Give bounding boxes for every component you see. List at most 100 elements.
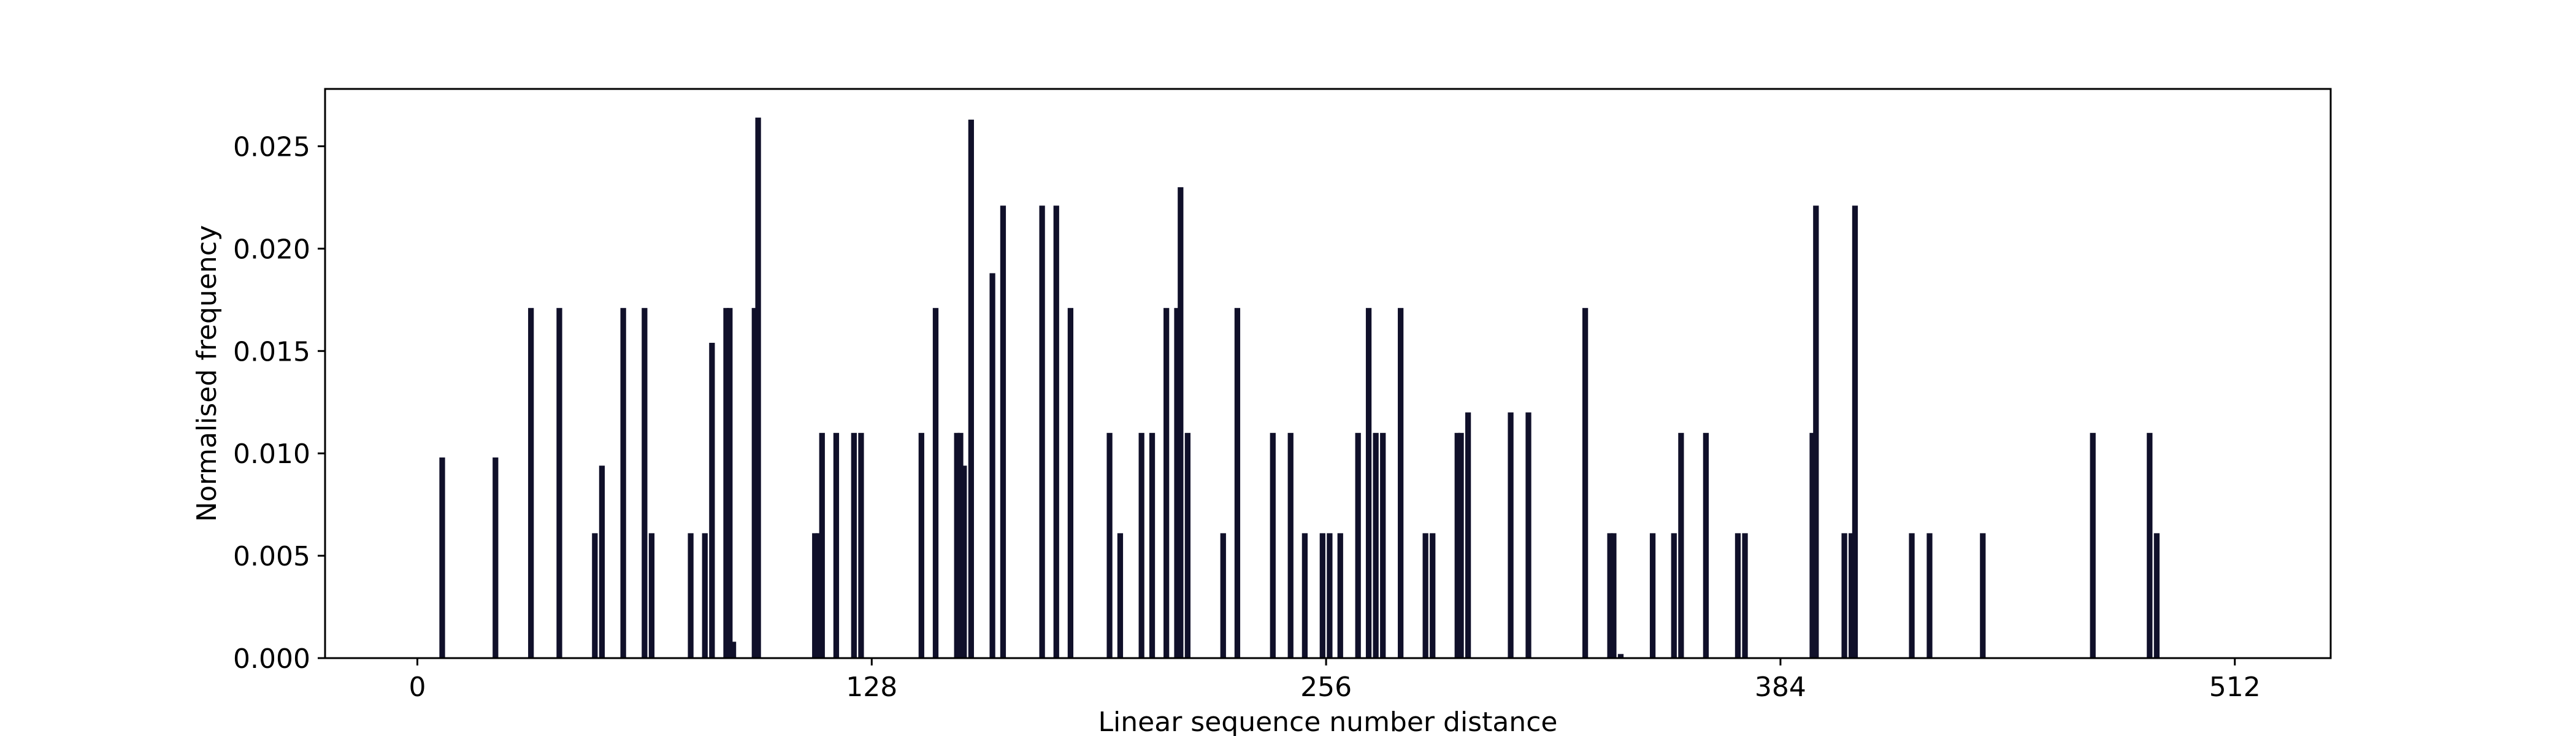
bar-195 — [1106, 432, 1113, 658]
bar-95 — [751, 308, 757, 658]
x-tick-label: 512 — [2209, 672, 2261, 703]
bar-125 — [858, 432, 864, 658]
bar-81 — [702, 533, 708, 658]
y-tick-label: 0.010 — [233, 439, 310, 470]
bar-89 — [730, 642, 737, 658]
bar-153 — [957, 432, 964, 658]
bar-284 — [1422, 533, 1428, 658]
bar-260 — [1337, 533, 1343, 658]
bar-50 — [592, 533, 598, 658]
bar-472 — [2090, 432, 2096, 658]
bar-22 — [493, 457, 499, 658]
bar-294 — [1458, 432, 1464, 658]
bar-426 — [1926, 533, 1933, 658]
bar-265 — [1355, 432, 1361, 658]
bar-88 — [727, 308, 733, 658]
bar-32 — [528, 308, 534, 658]
bar-270 — [1373, 432, 1379, 658]
bar-394 — [1813, 205, 1819, 658]
bar-255 — [1319, 533, 1325, 658]
bar-77 — [688, 533, 694, 658]
bar-52 — [599, 466, 605, 658]
bar-66 — [648, 533, 655, 658]
y-tick-label: 0.005 — [233, 541, 310, 572]
bar-405 — [1852, 205, 1858, 658]
bar-348 — [1649, 533, 1656, 658]
x-axis-ticks: 0 128 256 384 512 — [408, 658, 2261, 703]
bar-176 — [1039, 205, 1045, 658]
x-tick-label: 384 — [1755, 672, 1806, 703]
bar-118 — [833, 432, 840, 658]
bar-308 — [1508, 412, 1514, 658]
bar-272 — [1380, 432, 1386, 658]
bar-339 — [1617, 654, 1624, 658]
bar-363 — [1703, 432, 1709, 658]
bar-58 — [620, 308, 626, 658]
bar-337 — [1611, 533, 1617, 658]
bar-393 — [1809, 432, 1815, 658]
bar-268 — [1365, 308, 1372, 658]
bar-87 — [723, 308, 729, 658]
bar-83 — [709, 342, 715, 658]
bar-231 — [1234, 308, 1241, 658]
bar-7 — [439, 457, 445, 658]
bar-156 — [968, 120, 974, 658]
bar-374 — [1742, 533, 1748, 658]
bar-490 — [2153, 533, 2160, 658]
bar-184 — [1067, 308, 1074, 658]
bar-214 — [1174, 308, 1180, 658]
bar-211 — [1163, 308, 1170, 658]
bar-114 — [819, 432, 825, 658]
bar-162 — [989, 273, 995, 658]
bar-207 — [1149, 432, 1156, 658]
bar-154 — [961, 466, 967, 658]
x-tick-label: 0 — [408, 672, 426, 703]
bar-113 — [815, 533, 822, 658]
bar-215 — [1178, 187, 1184, 659]
y-axis-ticks: 0.000 0.005 0.010 0.015 0.020 0.025 — [233, 131, 325, 675]
bar-257 — [1327, 533, 1333, 658]
x-axis-label: Linear sequence number distance — [1098, 707, 1558, 736]
bar-402 — [1841, 533, 1847, 658]
bar-180 — [1053, 205, 1059, 658]
bar-404 — [1849, 533, 1855, 658]
bar-356 — [1678, 432, 1684, 658]
bar-293 — [1454, 432, 1460, 658]
bar-441 — [1980, 533, 1986, 658]
x-tick-label: 256 — [1300, 672, 1352, 703]
bar-217 — [1184, 432, 1191, 658]
bar-165 — [1000, 205, 1006, 658]
bar-96 — [755, 117, 761, 659]
bar-40 — [556, 308, 562, 658]
bar-146 — [932, 308, 939, 658]
bar-246 — [1287, 432, 1294, 658]
bar-372 — [1735, 533, 1741, 658]
bar-198 — [1117, 533, 1124, 658]
bar-286 — [1430, 533, 1436, 658]
bar-64 — [642, 308, 648, 658]
bar-123 — [851, 432, 857, 658]
bar-313 — [1525, 412, 1531, 658]
bar-227 — [1220, 533, 1226, 658]
bar-488 — [2147, 432, 2153, 658]
bar-277 — [1398, 308, 1404, 658]
y-tick-label: 0.015 — [233, 336, 310, 367]
y-axis-label: Normalised frequency — [191, 225, 223, 522]
x-tick-label: 128 — [846, 672, 897, 703]
y-tick-label: 0.020 — [233, 234, 310, 265]
bar-250 — [1301, 533, 1308, 658]
bar-241 — [1270, 432, 1276, 658]
y-tick-label: 0.000 — [233, 643, 310, 675]
bar-204 — [1138, 432, 1144, 658]
bar-421 — [1909, 533, 1915, 658]
bar-354 — [1671, 533, 1677, 658]
bar-336 — [1607, 533, 1613, 658]
bar-112 — [812, 533, 818, 658]
plot-frame — [324, 88, 2332, 659]
bars-layer — [439, 117, 2160, 659]
bar-142 — [918, 432, 924, 658]
bar-329 — [1582, 308, 1589, 658]
y-tick-label: 0.025 — [233, 131, 310, 163]
